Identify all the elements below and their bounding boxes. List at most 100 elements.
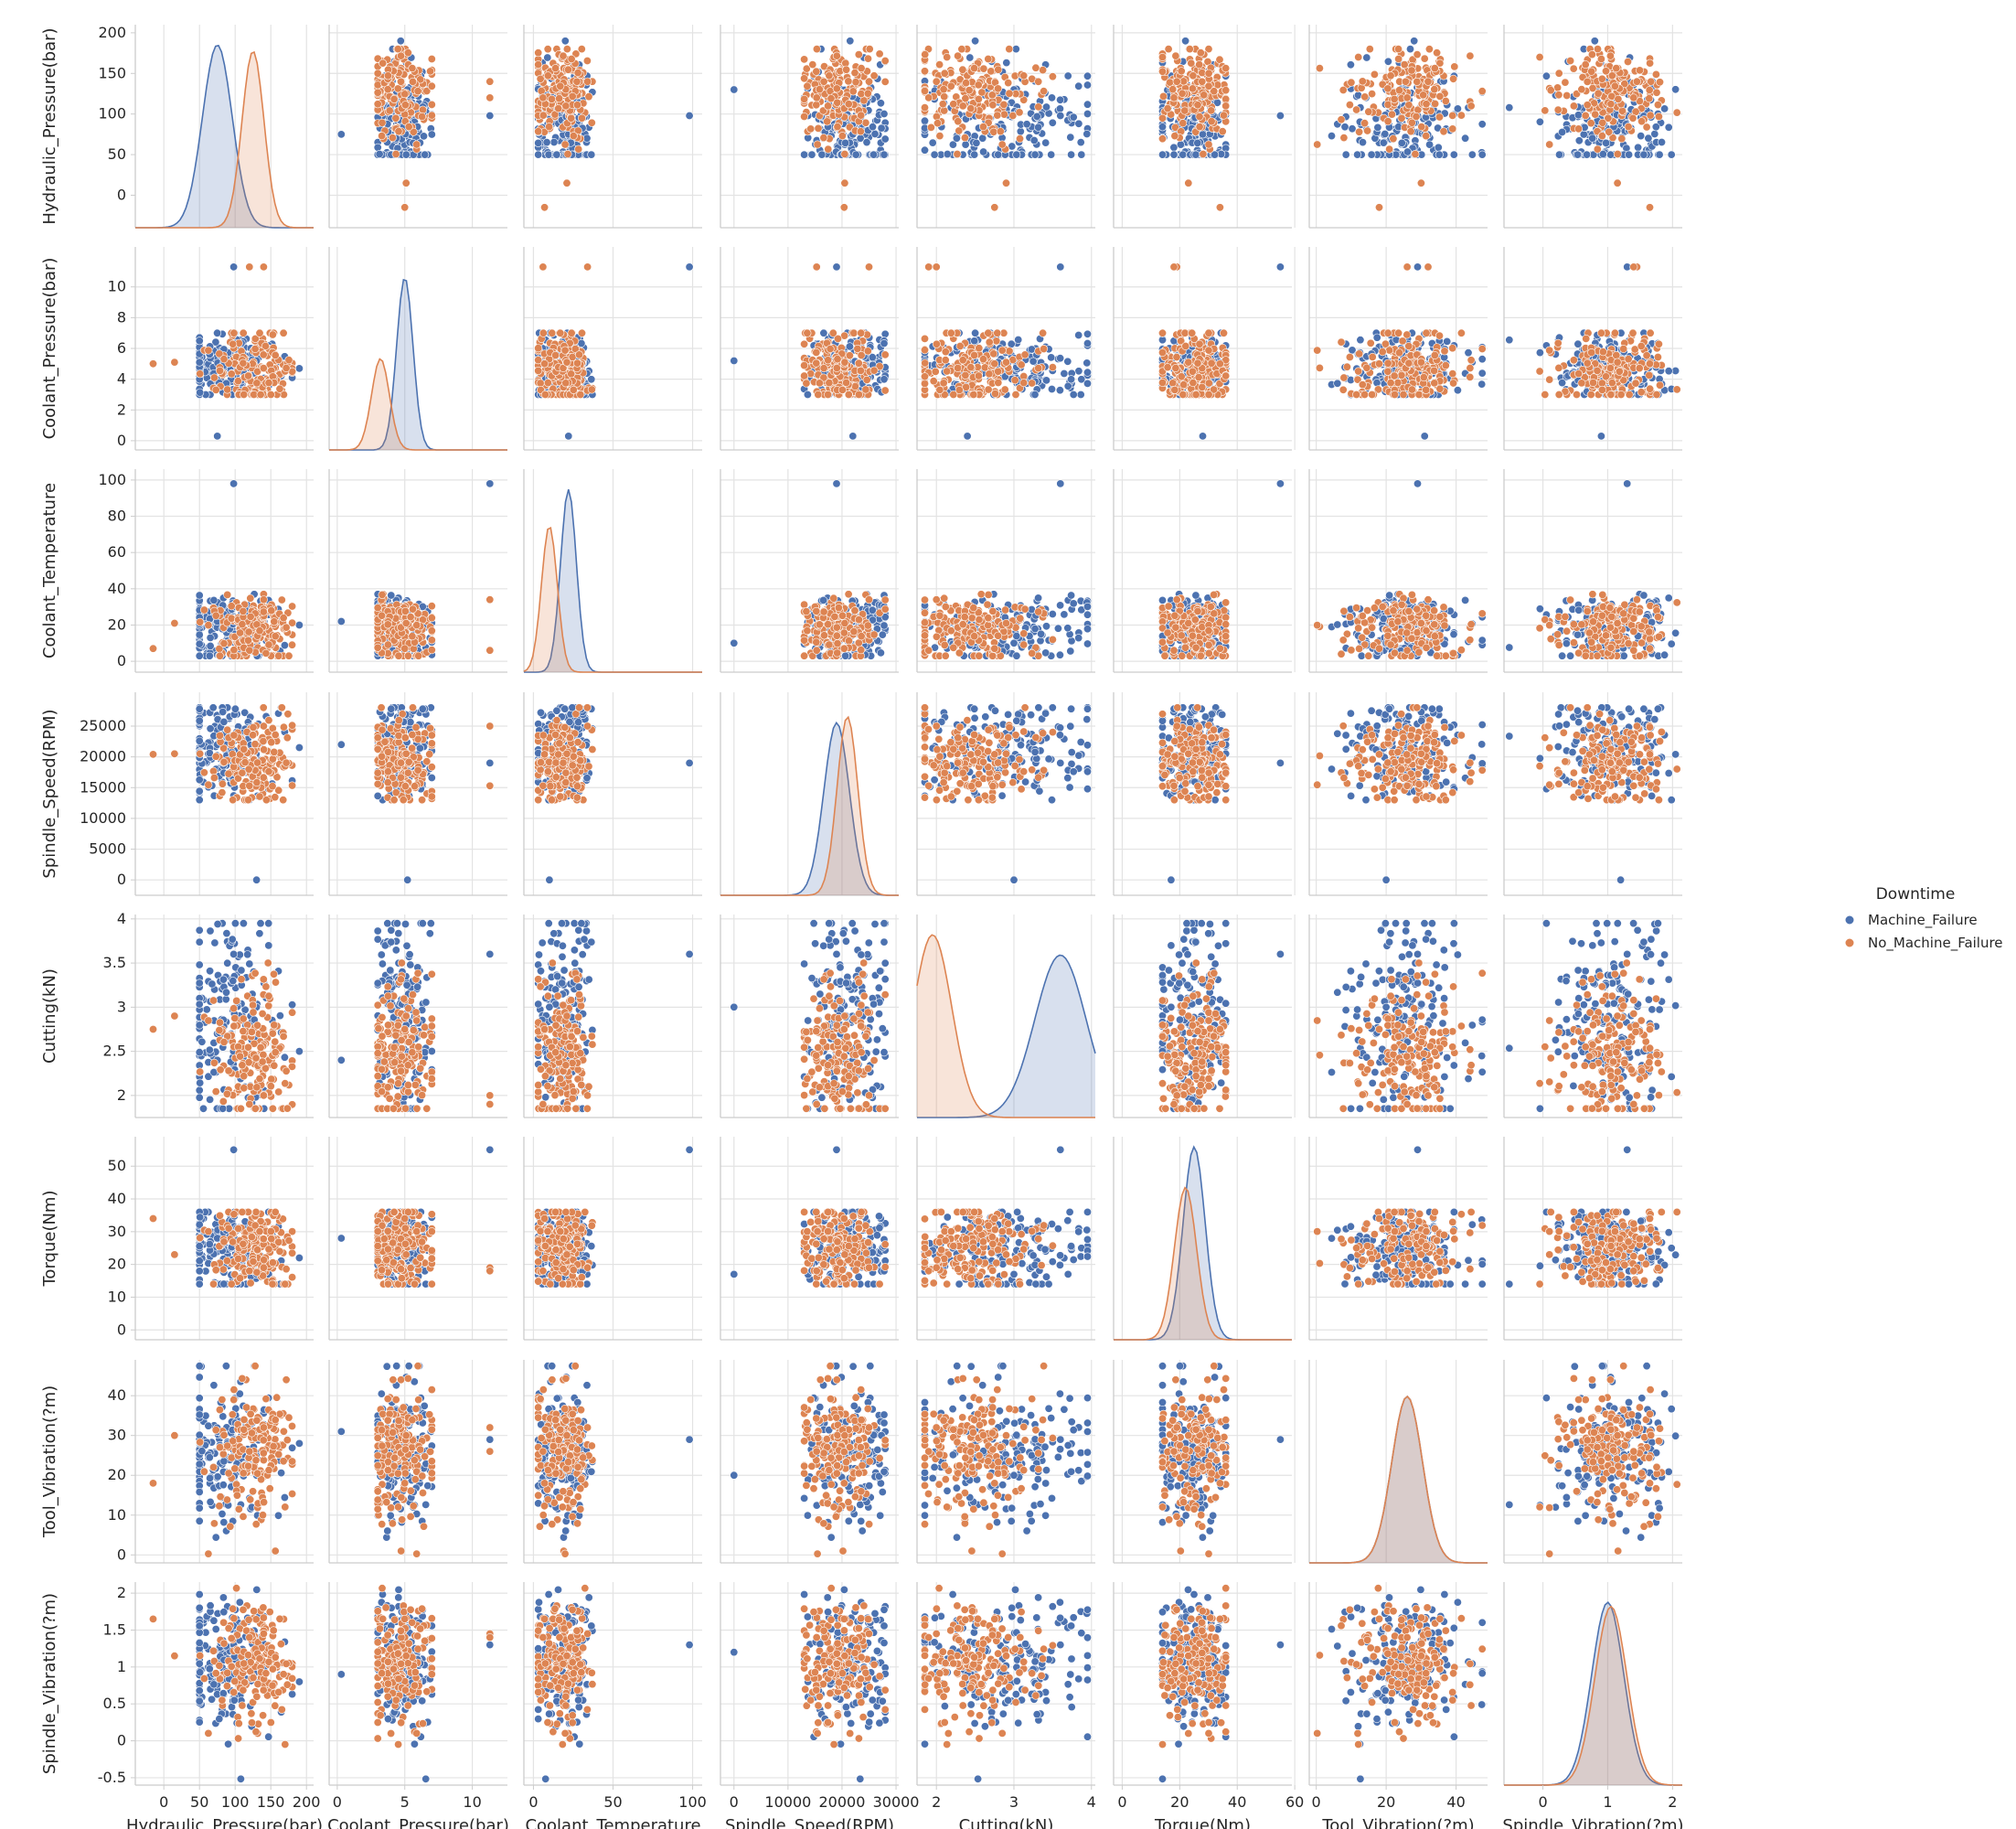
point-machine-failure	[535, 139, 542, 146]
point-no-machine-failure	[986, 338, 993, 346]
point-no-machine-failure	[265, 379, 272, 386]
point-no-machine-failure	[240, 390, 248, 398]
point-no-machine-failure	[1614, 179, 1621, 187]
point-machine-failure	[1177, 141, 1184, 148]
point-no-machine-failure	[555, 104, 562, 112]
point-machine-failure	[295, 365, 303, 372]
point-machine-failure	[1574, 340, 1582, 348]
point-no-machine-failure	[1216, 204, 1223, 211]
point-no-machine-failure	[428, 112, 435, 119]
point-machine-failure	[397, 37, 404, 45]
point-machine-failure	[1671, 86, 1679, 93]
point-no-machine-failure	[1222, 372, 1230, 380]
point-machine-failure	[1083, 130, 1091, 137]
point-no-machine-failure	[838, 132, 846, 139]
point-no-machine-failure	[1035, 78, 1042, 85]
point-no-machine-failure	[269, 331, 276, 338]
point-no-machine-failure	[1584, 78, 1591, 85]
point-machine-failure	[1341, 123, 1349, 131]
point-machine-failure	[1064, 72, 1072, 80]
point-no-machine-failure	[583, 263, 591, 271]
point-no-machine-failure	[564, 66, 571, 73]
point-no-machine-failure	[1441, 348, 1448, 355]
panel-hydraulic-pressure-bar-vs-tool-vibration-m	[1309, 25, 1488, 228]
point-machine-failure	[1083, 330, 1091, 337]
point-no-machine-failure	[1629, 114, 1637, 122]
point-no-machine-failure	[1205, 70, 1212, 77]
point-no-machine-failure	[921, 373, 928, 380]
point-no-machine-failure	[149, 360, 156, 368]
point-no-machine-failure	[998, 141, 1006, 148]
point-no-machine-failure	[1606, 52, 1614, 59]
point-machine-failure	[1349, 125, 1356, 133]
point-machine-failure	[1421, 433, 1428, 440]
point-no-machine-failure	[544, 72, 551, 80]
point-machine-failure	[1454, 387, 1461, 394]
point-no-machine-failure	[1415, 390, 1423, 398]
point-no-machine-failure	[1588, 50, 1595, 58]
point-no-machine-failure	[990, 350, 997, 358]
point-no-machine-failure	[1035, 364, 1042, 371]
point-machine-failure	[1075, 368, 1083, 375]
point-no-machine-failure	[1608, 72, 1616, 80]
point-no-machine-failure	[994, 85, 1001, 92]
point-no-machine-failure	[1208, 359, 1215, 367]
point-machine-failure	[1347, 61, 1354, 69]
point-no-machine-failure	[1394, 55, 1402, 62]
point-no-machine-failure	[922, 50, 929, 58]
point-machine-failure	[1276, 263, 1284, 271]
point-machine-failure	[1328, 132, 1335, 139]
point-no-machine-failure	[397, 52, 404, 59]
point-machine-failure	[1170, 144, 1178, 151]
point-no-machine-failure	[991, 360, 998, 368]
point-no-machine-failure	[1541, 107, 1549, 114]
point-no-machine-failure	[1169, 380, 1177, 387]
point-no-machine-failure	[820, 78, 827, 85]
point-machine-failure	[1573, 151, 1581, 158]
point-machine-failure	[1574, 112, 1582, 119]
point-no-machine-failure	[1384, 118, 1392, 125]
point-no-machine-failure	[1613, 64, 1620, 71]
point-no-machine-failure	[394, 45, 401, 52]
point-no-machine-failure	[1423, 132, 1430, 139]
point-machine-failure	[1478, 151, 1486, 158]
point-no-machine-failure	[545, 123, 552, 130]
point-no-machine-failure	[1390, 135, 1397, 143]
point-no-machine-failure	[1205, 141, 1212, 148]
point-no-machine-failure	[1371, 70, 1378, 78]
point-no-machine-failure	[1039, 66, 1046, 73]
point-machine-failure	[1067, 134, 1074, 141]
point-machine-failure	[800, 151, 807, 158]
point-no-machine-failure	[979, 356, 987, 363]
point-no-machine-failure	[1436, 385, 1444, 392]
point-no-machine-failure	[574, 69, 581, 76]
point-no-machine-failure	[1646, 59, 1653, 67]
point-no-machine-failure	[967, 363, 975, 370]
point-no-machine-failure	[1588, 68, 1595, 75]
point-no-machine-failure	[197, 370, 204, 378]
point-no-machine-failure	[965, 87, 973, 94]
point-no-machine-failure	[1391, 372, 1398, 380]
point-machine-failure	[1668, 151, 1675, 158]
point-no-machine-failure	[1182, 342, 1189, 349]
point-no-machine-failure	[1158, 68, 1166, 75]
point-no-machine-failure	[379, 59, 387, 67]
point-no-machine-failure	[944, 368, 951, 375]
point-machine-failure	[561, 37, 569, 45]
point-no-machine-failure	[409, 64, 416, 71]
point-no-machine-failure	[824, 357, 831, 364]
point-no-machine-failure	[1170, 263, 1178, 271]
point-no-machine-failure	[1196, 60, 1203, 68]
panel-coolant-pressure-bar-vs-hydraulic-pressure-bar: 0246810Coolant_Pressure(bar)	[40, 247, 314, 450]
y-tick-label: 10	[108, 278, 126, 295]
point-no-machine-failure	[570, 132, 577, 139]
point-no-machine-failure	[401, 204, 409, 211]
y-axis-label: Coolant_Pressure(bar)	[40, 258, 59, 440]
point-machine-failure	[880, 151, 888, 158]
point-no-machine-failure	[402, 179, 410, 187]
point-no-machine-failure	[1599, 119, 1606, 126]
point-no-machine-failure	[414, 88, 421, 95]
point-no-machine-failure	[390, 95, 398, 102]
point-machine-failure	[1363, 54, 1371, 61]
point-machine-failure	[1450, 151, 1457, 158]
